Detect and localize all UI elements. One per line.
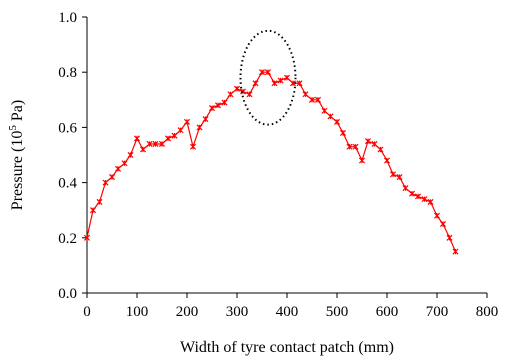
data-point xyxy=(296,80,303,87)
data-point xyxy=(108,174,116,181)
y-axis-title-unit: Pa) xyxy=(9,100,26,125)
data-point xyxy=(383,157,391,164)
data-point xyxy=(446,234,453,241)
data-point xyxy=(346,143,353,150)
data-point xyxy=(302,91,309,98)
data-point xyxy=(177,127,184,134)
data-point xyxy=(164,135,172,142)
data-point xyxy=(314,96,322,103)
data-point xyxy=(396,174,403,181)
data-point xyxy=(433,212,441,219)
data-point xyxy=(133,135,141,142)
y-tick-label: 0.0 xyxy=(58,286,77,302)
data-point xyxy=(427,198,434,205)
data-point xyxy=(339,129,347,136)
data-point xyxy=(321,107,328,114)
data-point xyxy=(308,96,316,103)
series-line xyxy=(86,71,457,252)
data-point xyxy=(452,248,459,255)
data-point xyxy=(227,91,234,98)
y-axis-title-main: Pressure (10 xyxy=(9,131,26,211)
axes xyxy=(86,17,487,294)
x-axis-title: Width of tyre contact patch (mm) xyxy=(180,339,394,356)
data-point xyxy=(146,140,153,147)
y-ticks: 0.0 0.2 0.4 0.6 0.8 1.0 xyxy=(58,10,87,302)
data-point xyxy=(252,80,259,87)
data-point xyxy=(264,69,272,76)
data-point xyxy=(196,124,203,131)
data-point xyxy=(364,138,372,145)
y-axis-title: Pressure (105 Pa) xyxy=(7,100,26,210)
data-point xyxy=(402,185,409,192)
annotation-layer xyxy=(239,29,297,126)
data-point xyxy=(333,118,341,125)
data-point xyxy=(214,102,222,109)
data-point xyxy=(189,143,197,150)
data-point xyxy=(89,207,97,214)
data-point xyxy=(221,99,228,106)
data-point xyxy=(327,113,334,120)
x-tick-label: 400 xyxy=(276,304,299,320)
data-point xyxy=(377,146,384,153)
y-tick-label: 0.8 xyxy=(58,65,77,81)
data-point xyxy=(83,234,91,241)
data-point xyxy=(102,179,109,186)
data-point xyxy=(233,85,241,92)
y-tick-label: 1.0 xyxy=(58,10,77,26)
x-tick-label: 800 xyxy=(476,304,499,320)
x-tick-label: 100 xyxy=(126,304,149,320)
x-tick-label: 700 xyxy=(426,304,449,320)
data-point xyxy=(127,151,134,159)
data-point xyxy=(152,140,159,147)
data-point xyxy=(183,118,191,125)
y-axis-title-superscript: 5 xyxy=(7,125,19,131)
data-point xyxy=(139,146,147,153)
data-point xyxy=(414,193,422,200)
data-point xyxy=(277,77,284,84)
data-point xyxy=(96,198,103,205)
data-point xyxy=(202,116,209,123)
data-point xyxy=(371,140,378,147)
data-point xyxy=(114,165,122,172)
data-point xyxy=(289,80,297,87)
x-ticks: 0 100 200 300 400 500 600 700 800 xyxy=(83,293,498,320)
x-tick-label: 200 xyxy=(176,304,199,320)
data-point xyxy=(389,171,397,178)
x-tick-label: 0 xyxy=(83,304,91,320)
data-point xyxy=(246,91,253,98)
series-layer xyxy=(83,69,459,255)
data-point xyxy=(408,190,416,197)
data-point xyxy=(239,88,247,95)
y-tick-label: 0.6 xyxy=(58,120,77,136)
data-point xyxy=(283,74,291,81)
data-point xyxy=(121,160,128,167)
x-tick-label: 500 xyxy=(326,304,349,320)
data-point xyxy=(352,143,359,150)
data-point xyxy=(358,157,366,164)
data-point xyxy=(208,105,216,112)
data-point xyxy=(158,140,166,147)
data-point xyxy=(171,132,178,139)
x-tick-label: 300 xyxy=(226,304,249,320)
highlight-ellipse xyxy=(239,29,297,126)
x-tick-label: 600 xyxy=(376,304,399,320)
data-point xyxy=(421,196,428,203)
data-point xyxy=(439,220,447,228)
y-tick-label: 0.4 xyxy=(58,176,77,192)
data-point xyxy=(258,69,266,76)
data-point xyxy=(271,80,278,87)
y-tick-label: 0.2 xyxy=(58,231,77,247)
